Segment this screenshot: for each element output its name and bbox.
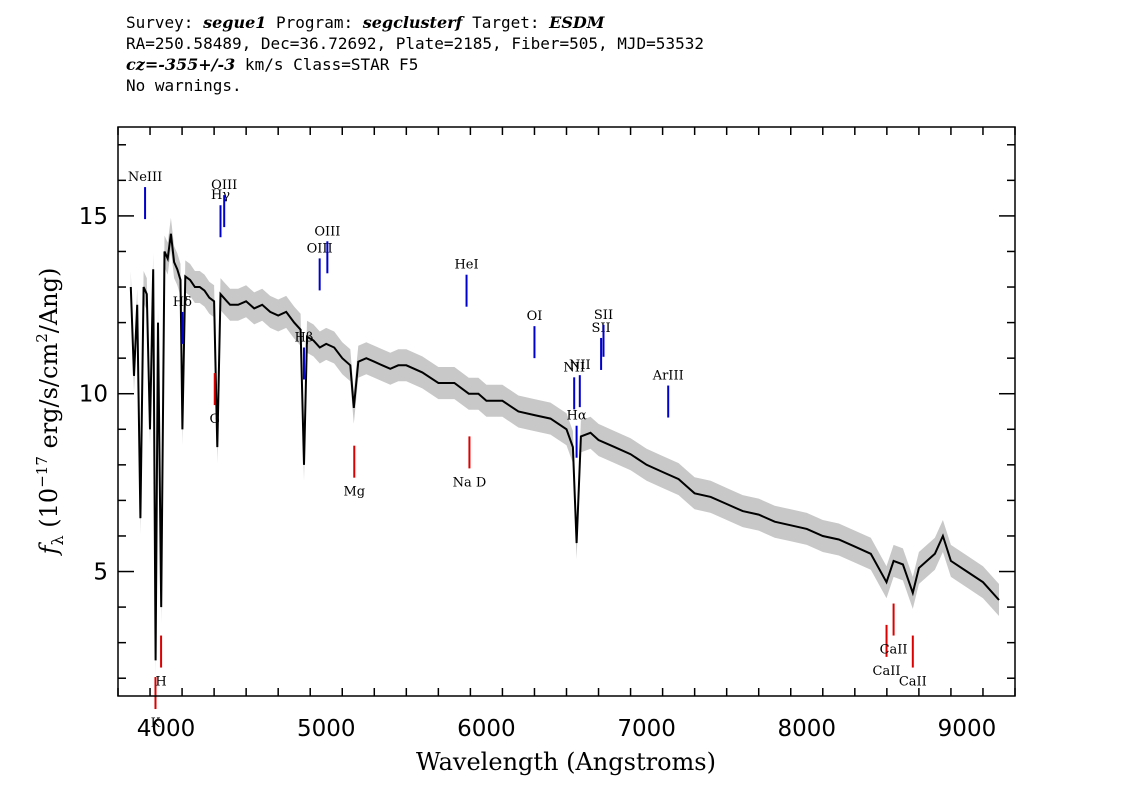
absorption-line-label: H — [155, 675, 166, 690]
y-tick-label: 10 — [79, 382, 108, 408]
emission-line-label: ArIII — [652, 369, 684, 384]
x-tick-label: 9000 — [938, 716, 997, 742]
x-tick-label: 7000 — [617, 716, 676, 742]
program-name: segclusterf — [362, 13, 463, 32]
emission-line-label: NeIII — [128, 170, 162, 185]
absorption-line-label: K — [151, 716, 161, 731]
redshift-value: cz=-355+/-3 — [126, 55, 236, 74]
header-line-coordinates: RA=250.58489, Dec=36.72692, Plate=2185, … — [126, 34, 704, 53]
program-prefix: Program: — [266, 13, 363, 32]
survey-prefix: Survey: — [126, 13, 204, 32]
line-markers: HIINeIIIHδHγOIIIHβOIIIOIIIHeIOINIIHαNIIS… — [128, 170, 927, 731]
header-line-survey: Survey: segue1 Program: segclusterf Targ… — [126, 12, 704, 33]
y-axis-label: fλ (10−17 erg/s/cm2/Ang) — [33, 268, 67, 557]
emission-line-label: NII — [563, 360, 585, 375]
emission-line-label: Hδ — [173, 295, 192, 310]
absorption-line-label: CaII — [873, 664, 901, 679]
x-tick-label: 4000 — [137, 716, 196, 742]
class-text: km/s Class=STAR F5 — [235, 55, 419, 74]
emission-line-label: OIII — [314, 224, 340, 239]
emission-line-label: OIII — [307, 241, 333, 256]
plot-area — [129, 217, 1000, 677]
emission-line-label: OIII — [211, 178, 237, 193]
error-band — [130, 217, 1000, 677]
x-tick-label: 6000 — [457, 716, 516, 742]
absorption-line-label: Mg — [343, 485, 365, 500]
x-tick-label: 5000 — [297, 716, 356, 742]
emission-line-label: SII — [594, 308, 613, 323]
spectrum-header: Survey: segue1 Program: segclusterf Targ… — [126, 12, 704, 96]
y-tick-label: 15 — [79, 204, 108, 230]
header-line-warnings: No warnings. — [126, 76, 242, 95]
emission-line-label: NII — [569, 358, 591, 373]
absorption-line-label: CaII — [880, 643, 908, 658]
header-line-redshift: cz=-355+/-3 km/s Class=STAR F5 — [126, 54, 704, 75]
emission-line-label: SII — [592, 321, 611, 336]
x-axis-label: Wavelength (Angstroms) — [416, 748, 716, 776]
emission-line-label: OI — [527, 309, 543, 324]
emission-line-label: Hα — [567, 409, 587, 424]
target-name: ESDM — [549, 13, 605, 32]
survey-name: segue1 — [203, 13, 267, 32]
x-tick-label: 8000 — [777, 716, 836, 742]
absorption-line-label: CaII — [899, 675, 927, 690]
axis-ticks: 4000 5000 6000 7000 8000 9000 5 10 15 — [79, 127, 1016, 742]
y-tick-label: 5 — [93, 560, 108, 586]
absorption-line-label: G — [210, 412, 220, 427]
flux-line — [129, 233, 1000, 661]
target-prefix: Target: — [462, 13, 550, 32]
svg-text:fλ (10−17 erg/s/cm2/Ang): fλ (10−17 erg/s/cm2/Ang) — [33, 268, 67, 557]
emission-line-label: HeI — [454, 258, 478, 273]
emission-line-label: Hβ — [295, 330, 314, 345]
absorption-line-label: Na D — [453, 475, 487, 490]
emission-line-label: Hγ — [211, 188, 230, 203]
